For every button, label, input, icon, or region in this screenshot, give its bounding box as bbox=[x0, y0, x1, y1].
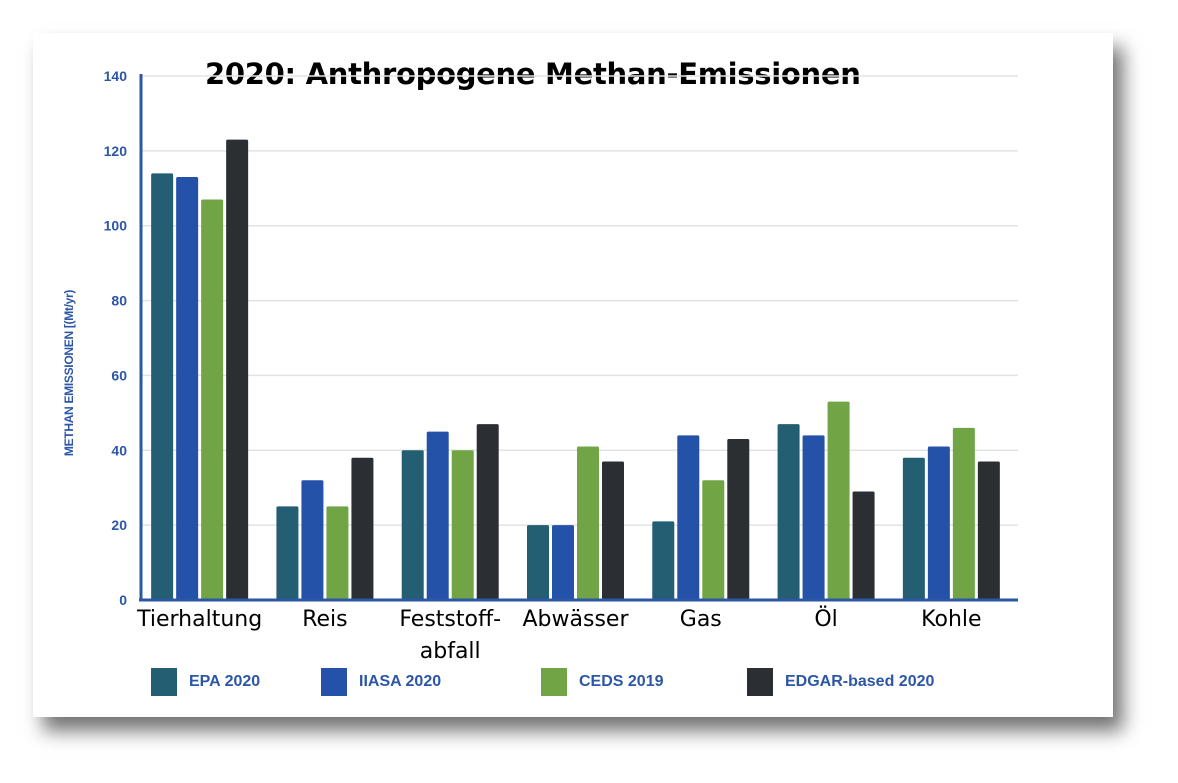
bar bbox=[426, 431, 449, 600]
legend-item: CEDS 2019 bbox=[541, 667, 664, 697]
bar bbox=[301, 480, 324, 600]
x-tick-label: Feststoff-abfall bbox=[399, 607, 501, 664]
bar bbox=[326, 506, 349, 600]
legend-item: EPA 2020 bbox=[151, 667, 260, 697]
bar bbox=[902, 457, 925, 600]
bar bbox=[201, 199, 224, 600]
bar bbox=[677, 435, 700, 600]
x-tick-label: Abwässer bbox=[523, 607, 630, 632]
legend-label: EPA 2020 bbox=[189, 673, 261, 690]
bar bbox=[476, 424, 499, 600]
bar bbox=[552, 525, 574, 600]
bar-chart: 0 20 40 60 80 100 120 140 Tierhaltung Reis Feststo… bbox=[104, 68, 1018, 664]
y-tick-label: 80 bbox=[111, 293, 127, 309]
bar bbox=[952, 427, 975, 600]
legend-item: EDGAR-based 2020 bbox=[747, 667, 934, 697]
bar bbox=[802, 435, 825, 600]
bar bbox=[351, 457, 374, 600]
bar bbox=[852, 491, 875, 600]
legend-swatch bbox=[747, 668, 773, 696]
y-tick-label: 100 bbox=[104, 218, 128, 234]
bar bbox=[401, 450, 424, 600]
y-tick-label: 0 bbox=[119, 592, 127, 608]
y-tick-label: 140 bbox=[104, 68, 128, 84]
bar bbox=[727, 439, 750, 600]
bar bbox=[226, 139, 249, 600]
bar bbox=[927, 446, 950, 600]
bar bbox=[777, 424, 800, 600]
legend-label: IIASA 2020 bbox=[359, 673, 442, 690]
bar bbox=[577, 446, 599, 600]
bar bbox=[652, 521, 675, 600]
legend-label: EDGAR-based 2020 bbox=[785, 673, 935, 690]
x-tick-label: Öl bbox=[814, 606, 837, 632]
y-tick-label: 40 bbox=[111, 442, 127, 458]
y-tick-label: 120 bbox=[104, 143, 128, 159]
bar bbox=[527, 525, 549, 600]
bar bbox=[602, 461, 624, 600]
legend-swatch bbox=[541, 668, 567, 696]
legend-item: IIASA 2020 bbox=[321, 667, 441, 697]
bar bbox=[276, 506, 299, 600]
bar bbox=[451, 450, 474, 600]
bar bbox=[176, 177, 199, 601]
chart-title: 2020: Anthropogene Methan-Emissionen bbox=[205, 57, 861, 91]
x-tick-label: Tierhaltung bbox=[136, 607, 262, 632]
y-tick-label: 20 bbox=[111, 517, 127, 533]
x-tick-label: Reis bbox=[302, 607, 347, 632]
chart-card: 2020: Anthropogene Methan-Emissionen MET… bbox=[33, 33, 1113, 717]
x-tick-label: Kohle bbox=[921, 607, 981, 632]
legend-label: CEDS 2019 bbox=[579, 673, 664, 690]
bar bbox=[702, 480, 725, 600]
legend-swatch bbox=[151, 668, 177, 696]
x-tick-label: Gas bbox=[680, 607, 722, 632]
bar bbox=[151, 173, 174, 601]
legend-swatch bbox=[321, 668, 347, 696]
bar bbox=[827, 401, 850, 600]
legend: EPA 2020 IIASA 2020 CEDS 2019 EDGAR-based 2… bbox=[33, 667, 1113, 701]
bar bbox=[977, 461, 1000, 600]
y-tick-label: 60 bbox=[111, 367, 127, 383]
